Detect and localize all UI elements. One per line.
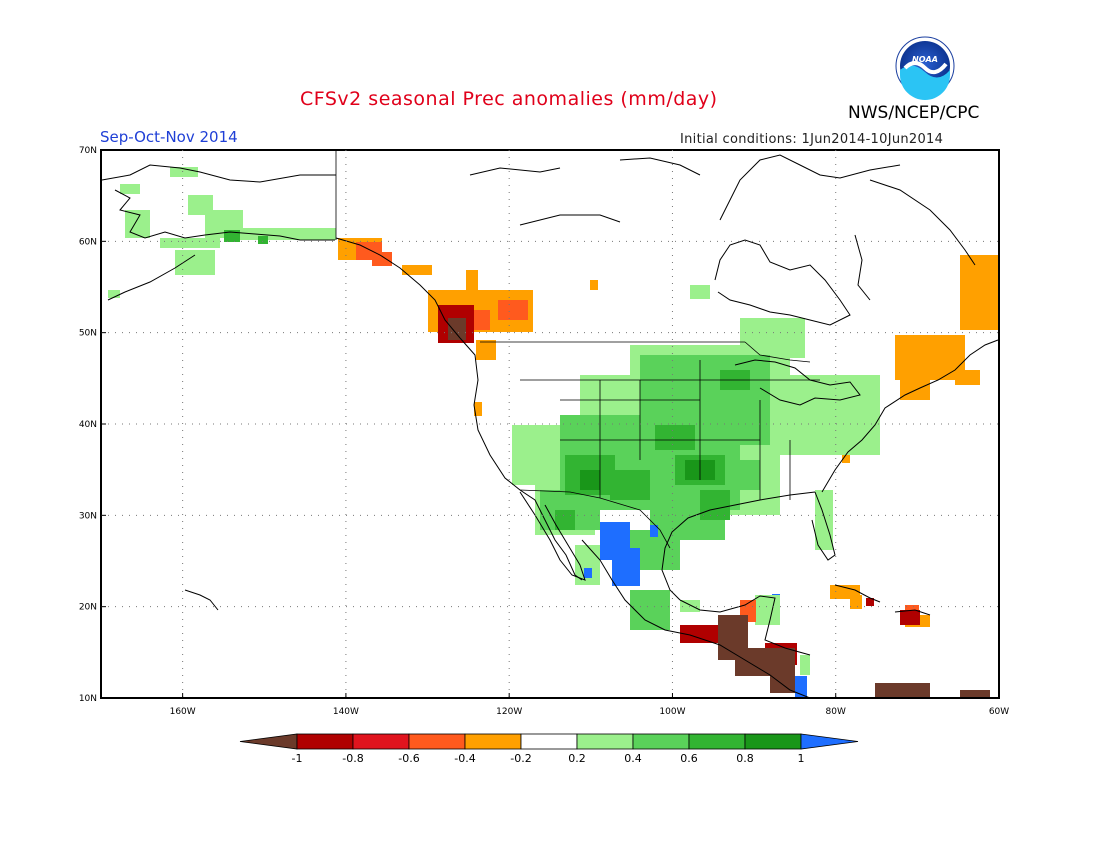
colorbar-swatch — [744, 733, 802, 750]
colorbar-min-arrow — [239, 733, 298, 750]
colorbar-swatch — [352, 733, 410, 750]
colorbar-swatch — [632, 733, 690, 750]
colorbar-tick-label: -0.8 — [342, 752, 363, 765]
lat-label: 40N — [79, 420, 97, 430]
colorbar-swatch — [688, 733, 746, 750]
colorbar-swatch — [296, 733, 354, 750]
lat-label: 30N — [79, 511, 97, 521]
colorbar-tick-label: 1 — [798, 752, 805, 765]
graticule — [101, 149, 1000, 699]
colorbar-tick-label: 0.4 — [624, 752, 642, 765]
longitude-labels: 160W 140W 120W 100W 80W 60W — [170, 707, 1010, 717]
colorbar-tick-label: -0.6 — [398, 752, 419, 765]
colorbar — [239, 733, 859, 750]
initial-conditions-label: Initial conditions: 1Jun2014-10Jun2014 — [680, 132, 944, 147]
lon-label: 120W — [496, 707, 522, 717]
lat-label: 60N — [79, 237, 97, 247]
colorbar-swatch — [408, 733, 466, 750]
latitude-labels: 70N 60N 50N 40N 30N 20N 10N — [79, 146, 97, 704]
colorbar-swatch — [464, 733, 522, 750]
colorbar-tick-label: -1 — [292, 752, 303, 765]
noaa-logo-text: NOAA — [912, 55, 938, 64]
agency-label: NWS/NCEP/CPC — [848, 103, 980, 123]
map-title: CFSv2 seasonal Prec anomalies (mm/day) — [300, 88, 718, 110]
lon-label: 160W — [170, 707, 196, 717]
lon-label: 60W — [989, 707, 1009, 717]
lon-label: 140W — [333, 707, 359, 717]
season-label: Sep-Oct-Nov 2014 — [100, 128, 238, 146]
colorbar-tick-label: -0.4 — [454, 752, 475, 765]
noaa-logo: NOAA — [895, 36, 955, 100]
lat-label: 20N — [79, 603, 97, 613]
lat-label: 70N — [79, 146, 97, 156]
lat-label: 50N — [79, 329, 97, 339]
colorbar-swatch — [520, 733, 578, 750]
anomaly-layer — [101, 150, 999, 698]
lon-label: 100W — [659, 707, 685, 717]
colorbar-tick-label: 0.2 — [568, 752, 586, 765]
colorbar-tick-label: 0.8 — [736, 752, 754, 765]
colorbar-swatch — [576, 733, 634, 750]
lon-label: 80W — [826, 707, 846, 717]
colorbar-tick-label: -0.2 — [510, 752, 531, 765]
lat-label: 10N — [79, 694, 97, 704]
colorbar-tick-label: 0.6 — [680, 752, 698, 765]
colorbar-max-arrow — [800, 733, 859, 750]
colorbar-labels: -1 -0.8 -0.6 -0.4 -0.2 0.2 0.4 0.6 0.8 1 — [292, 752, 805, 765]
